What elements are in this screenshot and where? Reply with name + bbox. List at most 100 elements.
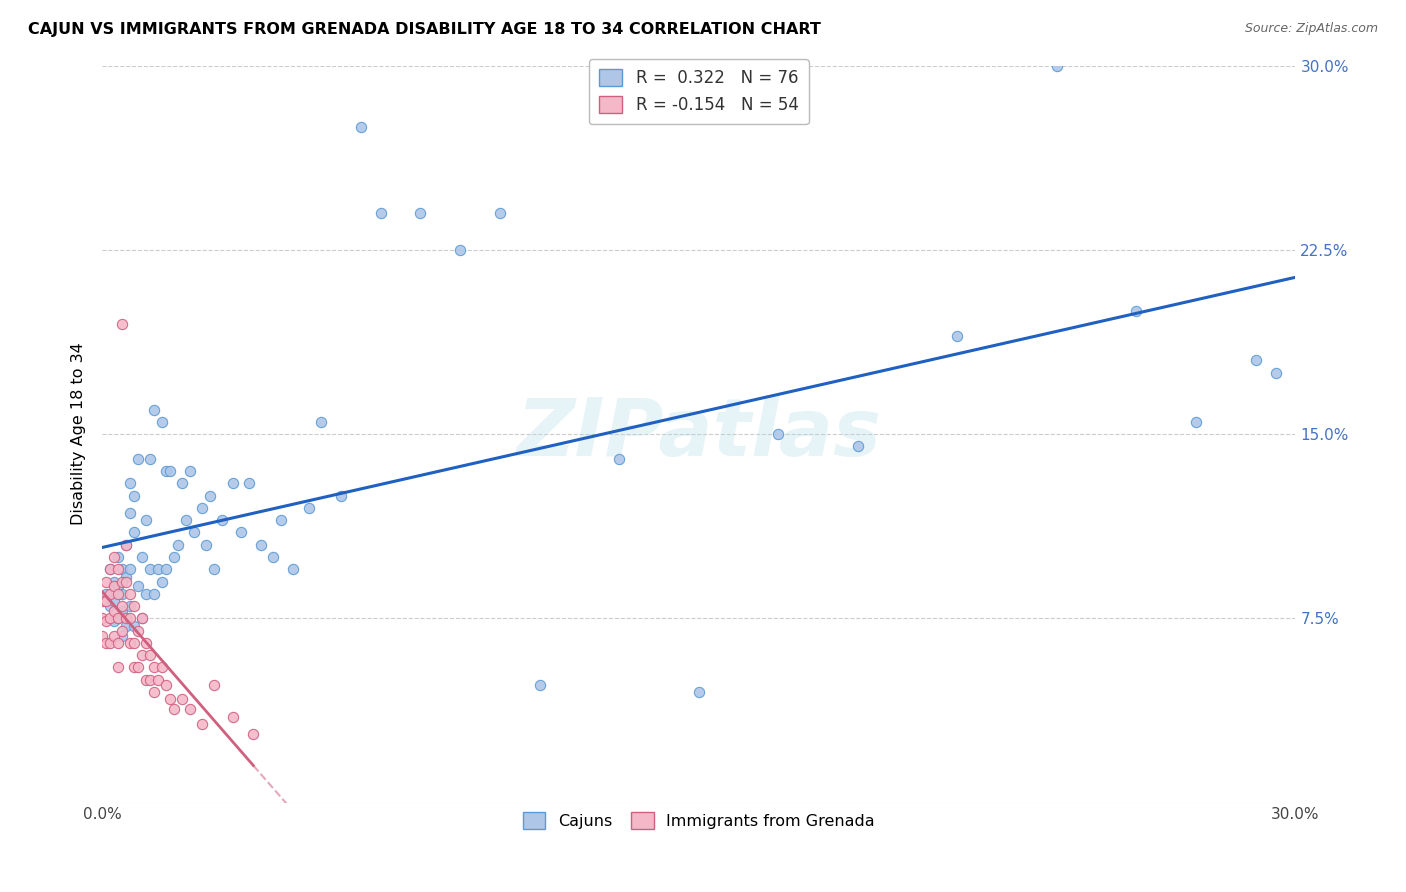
Point [103, 579, 125, 593]
Point [115, 574, 138, 589]
Point [190, 717, 212, 731]
Point [111, 624, 134, 638]
Point [103, 594, 125, 608]
Point [183, 525, 205, 540]
Point [103, 604, 125, 618]
Text: CAJUN VS IMMIGRANTS FROM GRENADA DISABILITY AGE 18 TO 34 CORRELATION CHART: CAJUN VS IMMIGRANTS FROM GRENADA DISABIL… [28, 22, 821, 37]
Point [350, 120, 373, 134]
Point [96, 594, 118, 608]
Point [281, 562, 304, 576]
Point [768, 427, 790, 442]
Point [250, 538, 273, 552]
Point [231, 525, 253, 540]
Point [115, 618, 138, 632]
Point [688, 685, 710, 699]
Point [238, 476, 260, 491]
Point [118, 599, 141, 613]
Point [98, 636, 121, 650]
Point [131, 611, 153, 625]
Point [118, 636, 141, 650]
Point [98, 562, 121, 576]
Point [131, 648, 153, 663]
Point [159, 692, 181, 706]
Point [202, 678, 225, 692]
Point [146, 562, 169, 576]
Point [155, 562, 177, 576]
Point [139, 451, 162, 466]
Point [135, 587, 157, 601]
Point [118, 562, 141, 576]
Point [139, 673, 162, 687]
Point [135, 513, 157, 527]
Point [91, 611, 114, 625]
Point [115, 538, 138, 552]
Point [107, 579, 129, 593]
Point [529, 678, 551, 692]
Point [198, 489, 221, 503]
Point [222, 709, 245, 723]
Point [139, 648, 162, 663]
Point [159, 464, 181, 478]
Point [298, 500, 321, 515]
Point [194, 538, 217, 552]
Point [118, 476, 141, 491]
Point [1185, 415, 1208, 429]
Point [122, 660, 145, 674]
Point [1046, 59, 1069, 73]
Point [111, 317, 134, 331]
Point [1244, 353, 1267, 368]
Point [122, 636, 145, 650]
Point [139, 562, 162, 576]
Point [103, 574, 125, 589]
Point [309, 415, 332, 429]
Point [170, 476, 193, 491]
Point [91, 629, 114, 643]
Point [107, 611, 129, 625]
Point [131, 611, 153, 625]
Point [166, 538, 188, 552]
Point [142, 402, 165, 417]
Point [163, 702, 186, 716]
Point [155, 678, 177, 692]
Point [179, 464, 201, 478]
Point [202, 562, 225, 576]
Point [103, 549, 125, 564]
Point [107, 549, 129, 564]
Point [107, 562, 129, 576]
Point [150, 660, 173, 674]
Point [211, 513, 233, 527]
Point [449, 243, 471, 257]
Point [122, 599, 145, 613]
Point [98, 611, 121, 625]
Point [222, 476, 245, 491]
Point [174, 513, 197, 527]
Point [329, 489, 352, 503]
Point [270, 513, 292, 527]
Point [98, 562, 121, 576]
Point [96, 636, 118, 650]
Point [107, 587, 129, 601]
Point [111, 599, 134, 613]
Text: Source: ZipAtlas.com: Source: ZipAtlas.com [1244, 22, 1378, 36]
Point [155, 464, 177, 478]
Point [127, 579, 149, 593]
Point [946, 328, 969, 343]
Point [111, 629, 134, 643]
Point [142, 685, 165, 699]
Point [96, 574, 118, 589]
Text: ZIPatlas: ZIPatlas [516, 395, 882, 473]
Point [115, 538, 138, 552]
Point [103, 629, 125, 643]
Point [107, 611, 129, 625]
Point [131, 549, 153, 564]
Point [1125, 304, 1147, 318]
Point [118, 611, 141, 625]
Point [190, 500, 212, 515]
Point [170, 692, 193, 706]
Y-axis label: Disability Age 18 to 34: Disability Age 18 to 34 [72, 343, 86, 525]
Point [96, 614, 118, 628]
Point [142, 587, 165, 601]
Point [127, 624, 149, 638]
Point [179, 702, 201, 716]
Point [96, 587, 118, 601]
